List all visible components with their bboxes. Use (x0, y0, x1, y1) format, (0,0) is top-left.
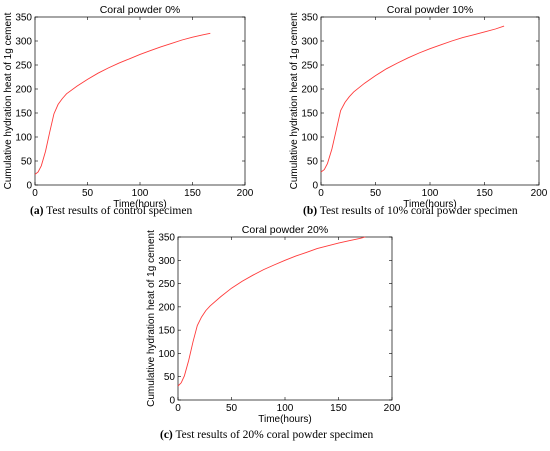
caption-b-label: (b) (303, 205, 318, 217)
chart-b-x-tick-label: 50 (370, 188, 382, 199)
chart-c-x-tick-label: 50 (226, 403, 238, 414)
chart-c-y-tick-label: 350 (158, 233, 175, 244)
chart-b-series-line (320, 25, 505, 173)
chart-b-y-tick-label: 200 (301, 85, 318, 96)
chart-a-x-tick-label: 100 (132, 188, 149, 199)
caption-a: (a) Test results of control specimen (30, 205, 192, 217)
chart-a-y-tick-label: 0 (26, 181, 32, 192)
chart-b-y-tick-label: 0 (312, 181, 318, 192)
chart-c-x-tick-label: 0 (175, 403, 181, 414)
chart-c-y-tick-label: 100 (158, 349, 175, 360)
chart-c-y-tick-label: 300 (158, 256, 175, 267)
chart-a-series-line (34, 32, 211, 175)
chart-a-x-tick-label: 0 (32, 188, 38, 199)
chart-c-plot-area (177, 236, 393, 401)
chart-a-y-tick-label: 50 (21, 157, 33, 168)
chart-a-x-tick-label: 150 (184, 188, 201, 199)
chart-c-series-line (177, 236, 366, 387)
chart-a-y-tick-label: 300 (15, 37, 32, 48)
chart-b-y-axis-title: Cumulative hydration heat of 1g cement (289, 12, 300, 189)
chart-a-x-axis-title: Time(hours) (113, 199, 167, 210)
chart-c-y-tick-label: 50 (164, 372, 176, 383)
chart-c-y-axis-title: Cumulative hydration heat of 1g cement (146, 230, 157, 407)
chart-b-y-tick-label: 50 (307, 157, 319, 168)
chart-b-x-tick-label: 200 (531, 188, 548, 199)
chart-c-x-tick-label: 200 (384, 403, 401, 414)
caption-b: (b) Test results of 10% coral powder spe… (303, 205, 518, 217)
caption-c: (c) Test results of 20% coral powder spe… (160, 429, 373, 441)
chart-c-y-tick-label: 150 (158, 326, 175, 337)
chart-a-title: Coral powder 0% (100, 4, 181, 16)
chart-b-y-tick-label: 300 (301, 37, 318, 48)
chart-a-y-tick-label: 200 (15, 85, 32, 96)
chart-b-y-tick-label: 150 (301, 109, 318, 120)
chart-c-x-tick-label: 100 (277, 403, 294, 414)
chart-c-y-tick-label: 0 (169, 396, 175, 407)
chart-b-y-tick-label: 100 (301, 133, 318, 144)
caption-c-label: (c) (160, 429, 173, 441)
chart-c-y-tick-label: 250 (158, 279, 175, 290)
chart-c-title: Coral powder 20% (242, 224, 328, 236)
caption-a-text: Test results of control specimen (46, 205, 193, 217)
chart-c-x-axis-title: Time(hours) (258, 414, 312, 425)
caption-b-text: Test results of 10% coral powder specime… (319, 205, 518, 217)
chart-a-y-axis-title: Cumulative hydration heat of 1g cement (3, 12, 14, 189)
chart-a-y-tick-label: 100 (15, 133, 32, 144)
chart-b-title: Coral powder 10% (387, 4, 473, 16)
chart-b-x-tick-label: 100 (422, 188, 439, 199)
chart-a-y-tick-label: 250 (15, 61, 32, 72)
chart-b-plot-area (320, 16, 540, 186)
chart-b-y-tick-label: 350 (301, 13, 318, 24)
chart-b-y-tick-label: 250 (301, 61, 318, 72)
chart-c-y-tick-label: 200 (158, 302, 175, 313)
caption-a-label: (a) (30, 205, 44, 217)
chart-a-x-tick-label: 200 (237, 188, 254, 199)
chart-a-x-tick-label: 50 (82, 188, 94, 199)
chart-c-x-tick-label: 150 (330, 403, 347, 414)
chart-b-x-tick-label: 0 (318, 188, 324, 199)
chart-a-y-tick-label: 150 (15, 109, 32, 120)
chart-b-x-axis-title: Time(hours) (403, 199, 457, 210)
chart-b-x-tick-label: 150 (476, 188, 493, 199)
chart-a-plot-area (34, 16, 246, 186)
caption-c-text: Test results of 20% coral powder specime… (175, 429, 374, 441)
chart-a-y-tick-label: 350 (15, 13, 32, 24)
